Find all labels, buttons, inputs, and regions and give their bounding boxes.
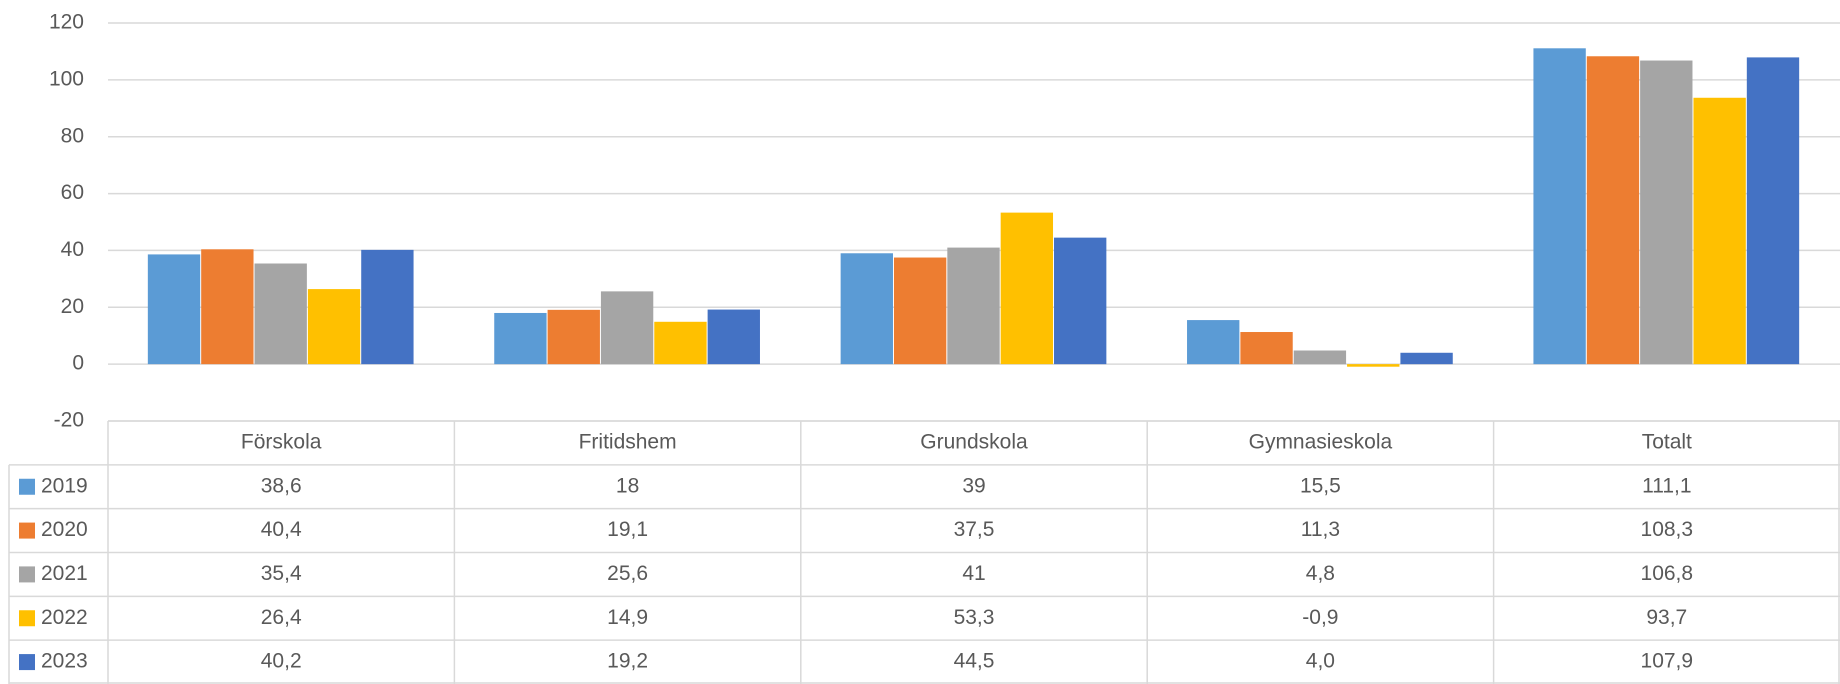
y-tick-label: 120 [49, 11, 84, 34]
data-label: 40,4 [261, 518, 302, 541]
bar [1640, 60, 1693, 365]
bar [1693, 97, 1746, 365]
data-label: 38,6 [261, 474, 302, 497]
bar [654, 321, 707, 365]
x-tick-label: Gymnasieskola [1249, 430, 1393, 453]
legend-label: 2021 [41, 562, 88, 585]
y-tick-label: 80 [61, 124, 84, 147]
x-tick-label: Grundskola [920, 430, 1028, 453]
data-label: 40,2 [261, 650, 302, 673]
data-label: 93,7 [1646, 606, 1687, 629]
x-tick-label: Fritidshem [579, 430, 677, 453]
legend-label: 2020 [41, 518, 88, 541]
data-label: 11,3 [1301, 518, 1340, 541]
legend-swatch [19, 610, 35, 627]
legend-label: 2019 [41, 474, 88, 497]
data-label: 15,5 [1300, 474, 1341, 497]
data-label: 39 [962, 474, 985, 497]
legend-swatch [19, 522, 35, 539]
bar [840, 253, 893, 365]
bar [947, 247, 1000, 365]
legend-label: 2023 [41, 650, 88, 673]
y-tick-label: 40 [61, 238, 84, 261]
y-tick-label: -20 [54, 409, 84, 432]
data-label: 37,5 [954, 518, 995, 541]
data-label: 108,3 [1641, 518, 1694, 541]
bar [1586, 56, 1640, 365]
data-label: 53,3 [954, 606, 995, 629]
legend-label: 2022 [41, 606, 88, 629]
data-label: 26,4 [261, 606, 302, 629]
y-tick-label: 20 [61, 295, 84, 318]
legend-swatch [19, 654, 35, 671]
data-label: 25,6 [607, 562, 648, 585]
bar [547, 309, 600, 365]
bar [1240, 332, 1293, 365]
data-label: 14,9 [607, 606, 648, 629]
bar [1533, 48, 1586, 365]
bar [1054, 237, 1107, 365]
bar [361, 249, 414, 365]
data-label: -0,9 [1302, 606, 1338, 629]
bar [201, 249, 254, 365]
bar [494, 312, 547, 365]
bar [1746, 57, 1800, 365]
bar [1000, 212, 1054, 365]
bar [307, 289, 361, 365]
x-tick-label: Totalt [1642, 430, 1692, 453]
data-label: 19,1 [607, 518, 648, 541]
y-tick-label: 100 [49, 67, 84, 90]
data-label: 18 [616, 474, 639, 497]
data-label: 35,4 [261, 562, 302, 585]
y-tick-label: 0 [72, 352, 84, 375]
data-label: 19,2 [607, 650, 648, 673]
bar [893, 257, 947, 365]
y-tick-label: 60 [61, 181, 84, 204]
bar [600, 291, 654, 365]
bar [254, 263, 307, 365]
bar [147, 254, 201, 365]
data-label: 106,8 [1641, 562, 1694, 585]
data-label: 111,1 [1642, 474, 1691, 497]
data-label: 41 [962, 562, 985, 585]
legend-swatch [19, 566, 35, 583]
bar [1293, 350, 1347, 365]
legend-swatch [19, 478, 35, 495]
bar [1187, 320, 1240, 365]
x-tick-label: Förskola [241, 430, 322, 453]
data-label: 107,9 [1641, 650, 1694, 673]
bar [1347, 364, 1400, 367]
data-label: 4,8 [1306, 562, 1335, 585]
data-label: 4,0 [1306, 650, 1335, 673]
bar [1400, 352, 1453, 365]
bar [707, 309, 760, 365]
data-label: 44,5 [954, 650, 995, 673]
